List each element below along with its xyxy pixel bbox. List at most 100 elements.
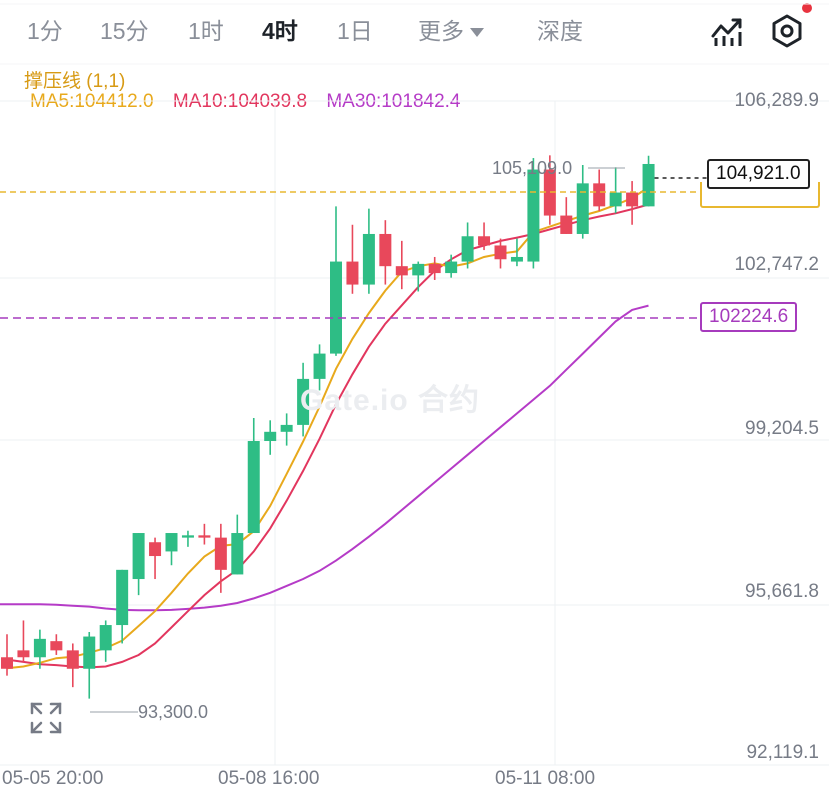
- candle-body: [165, 533, 178, 552]
- candle: [149, 537, 162, 580]
- candle-body: [198, 535, 211, 538]
- candle-body: [379, 233, 392, 267]
- candle: [412, 261, 425, 292]
- candle-body: [99, 625, 112, 651]
- candle: [132, 533, 145, 596]
- candle-body: [116, 569, 129, 626]
- y-tick-label: 99,204.5: [745, 418, 819, 439]
- x-tick-label: 05-05 20:00: [2, 768, 104, 789]
- candle: [297, 362, 310, 437]
- tab-1day[interactable]: 1日: [337, 18, 373, 44]
- y-tick-label: 92,119.1: [746, 742, 819, 763]
- candle-body: [642, 163, 655, 207]
- y-tick-label: 106,289.9: [734, 90, 819, 111]
- candle-body: [66, 650, 79, 669]
- candle-body: [362, 233, 375, 285]
- x-tick-label: 05-11 08:00: [495, 768, 596, 789]
- candle: [198, 523, 211, 545]
- ma5-layer: [6, 186, 650, 670]
- candle: [247, 418, 260, 534]
- candle-body: [33, 638, 46, 658]
- chart-indicator-icon[interactable]: [710, 14, 744, 48]
- candle-body: [412, 263, 425, 276]
- candle: [626, 181, 639, 225]
- indicator-title[interactable]: 撑压线 (1,1): [24, 71, 126, 92]
- candle-body: [494, 245, 507, 260]
- candle: [576, 164, 589, 239]
- candle-body: [247, 441, 260, 534]
- candle-body: [313, 353, 326, 379]
- candle: [181, 530, 194, 547]
- candle-body: [231, 533, 244, 575]
- candle: [461, 222, 474, 269]
- candle: [66, 643, 79, 688]
- candle-body: [593, 183, 606, 207]
- candle: [379, 220, 392, 285]
- candle: [50, 634, 63, 655]
- tab-depth[interactable]: 深度: [537, 18, 583, 44]
- ma30-line: [0, 304, 649, 612]
- candle: [362, 208, 375, 294]
- candle: [280, 413, 293, 446]
- notification-dot: [802, 3, 812, 13]
- candle: [330, 206, 342, 356]
- tab-1min[interactable]: 1分: [27, 18, 63, 44]
- candle: [99, 620, 112, 662]
- candle: [17, 620, 30, 662]
- ma10-layer: [6, 203, 649, 669]
- candle: [593, 169, 606, 211]
- candle: [231, 514, 244, 575]
- candle: [395, 240, 408, 290]
- candle: [642, 155, 655, 207]
- ma5-line: [6, 186, 650, 670]
- candle: [609, 167, 622, 214]
- current-price-box[interactable]: 104,921.0: [707, 159, 810, 189]
- candle-body: [478, 236, 491, 246]
- low-price-label: 93,300.0: [138, 702, 209, 722]
- candle-body: [543, 169, 556, 216]
- candle-body: [264, 431, 277, 442]
- tab-more-label: 更多: [418, 18, 464, 44]
- candle: [543, 155, 556, 225]
- tab-4hour[interactable]: 4时: [262, 18, 298, 44]
- settings-hexagon-icon[interactable]: [770, 14, 804, 48]
- candle-body: [280, 424, 293, 432]
- candle: [214, 523, 227, 593]
- candle-body: [17, 650, 30, 658]
- ma30-layer: [0, 304, 649, 612]
- candle-body: [330, 261, 342, 354]
- reference-lines: [0, 167, 707, 713]
- resistance-price-box[interactable]: 102224.6: [700, 302, 798, 332]
- candle-body: [149, 542, 162, 557]
- candle-body: [132, 533, 145, 580]
- tab-15min[interactable]: 15分: [100, 18, 149, 44]
- watermark: Gate.io 合约: [300, 384, 481, 417]
- candle-body: [626, 192, 639, 207]
- y-tick-label: 102,747.2: [734, 254, 819, 275]
- ma10-line: [6, 203, 649, 669]
- candle-body: [510, 256, 523, 262]
- candles-layer: [1, 155, 655, 699]
- x-tick-label: 05-08 16:00: [218, 768, 320, 789]
- candle-body: [428, 263, 441, 274]
- candle-body: [346, 261, 359, 285]
- tab-1hour[interactable]: 1时: [188, 18, 224, 44]
- candle-body: [50, 641, 63, 651]
- candle: [165, 533, 178, 566]
- dropdown-caret-icon: [470, 28, 484, 38]
- tab-more[interactable]: 更多: [418, 14, 484, 48]
- candle-body: [1, 657, 13, 669]
- candle-body: [181, 535, 194, 538]
- timeframe-tabs: 1分 15分 1时 4时 1日 更多 深度: [0, 0, 829, 64]
- candle: [83, 631, 96, 699]
- candle: [445, 254, 458, 278]
- candle: [264, 420, 277, 455]
- candle-body: [297, 378, 310, 425]
- expand-fullscreen-icon[interactable]: [28, 700, 64, 736]
- candle-body: [214, 537, 227, 570]
- candle: [428, 256, 441, 280]
- candle: [510, 238, 523, 267]
- candle: [116, 569, 129, 644]
- candle-body: [445, 261, 458, 274]
